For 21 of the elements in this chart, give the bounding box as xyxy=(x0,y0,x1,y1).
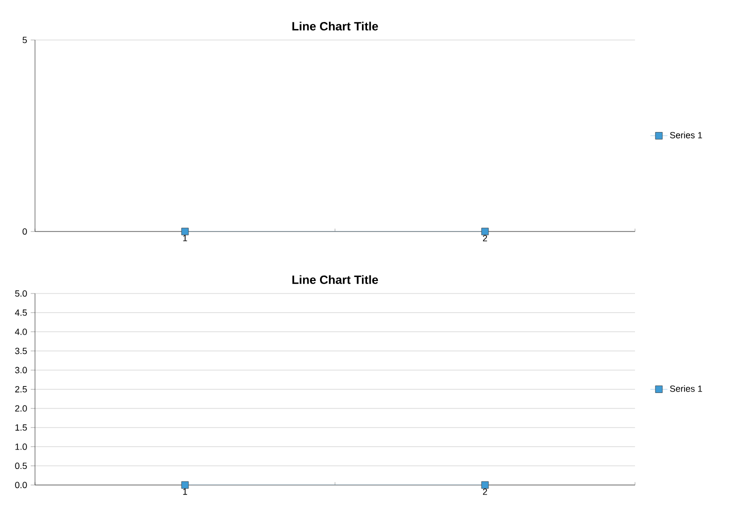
legend-label: Series 1 xyxy=(670,385,702,392)
y-tick-label: 5 xyxy=(22,36,27,44)
y-tick-label: 4.5 xyxy=(14,310,27,316)
y-tick-label: 4.0 xyxy=(14,328,27,335)
x-tick-label: 2 xyxy=(482,235,488,242)
y-tick-label: 1.5 xyxy=(15,424,27,431)
y-tick-label: 2.0 xyxy=(15,405,27,412)
y-tick-label: 2.5 xyxy=(15,386,27,392)
y-tick-label: 5.0 xyxy=(15,290,27,297)
y-tick-label: 0.5 xyxy=(15,462,27,470)
chart-title: Line Chart Title xyxy=(292,275,378,284)
x-tick-label: 1 xyxy=(183,488,188,495)
x-tick-label: 2 xyxy=(482,488,488,495)
y-tick-label: 0.0 xyxy=(15,482,27,488)
legend-label: Series 1 xyxy=(670,132,702,138)
y-tick-label: 3.0 xyxy=(15,366,27,374)
y-tick-label: 3.5 xyxy=(15,348,27,354)
y-tick-label: 0 xyxy=(22,228,27,235)
y-tick-label: 1.0 xyxy=(15,444,27,450)
chart-title: Line Chart Title xyxy=(292,22,378,30)
x-tick-label: 1 xyxy=(183,235,188,242)
